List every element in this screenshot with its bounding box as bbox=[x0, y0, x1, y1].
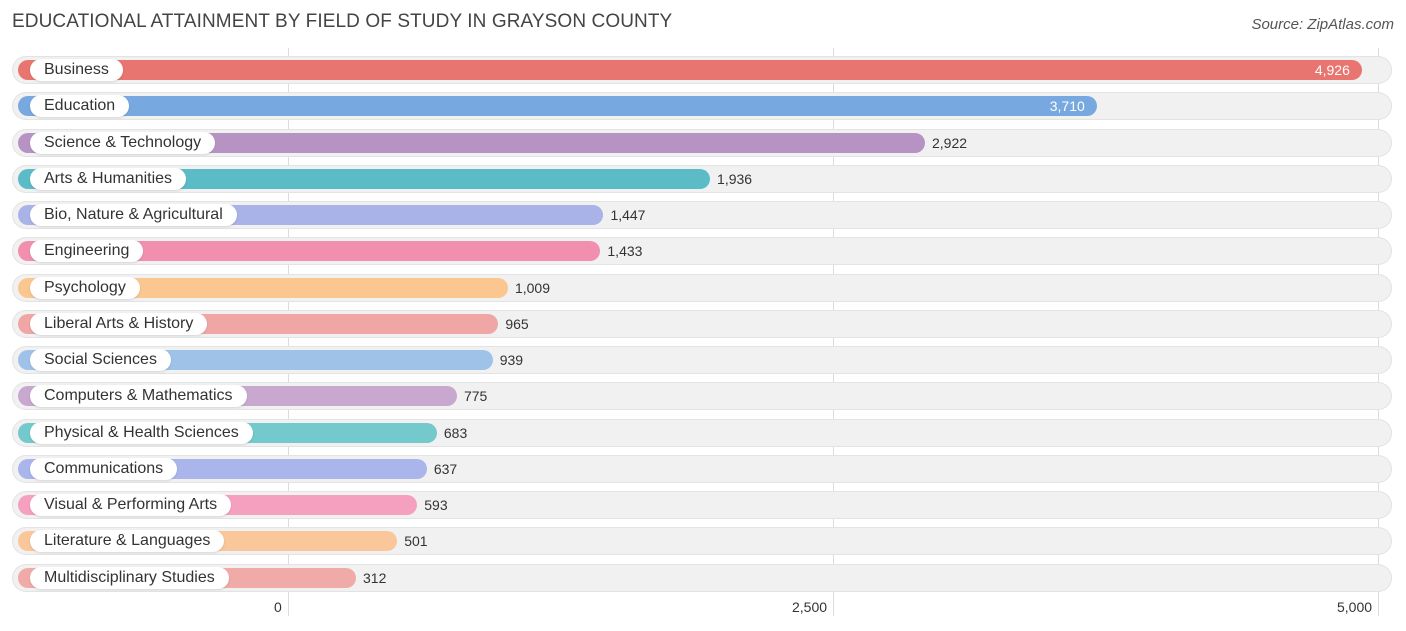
bar bbox=[18, 241, 601, 262]
bar bbox=[18, 60, 1362, 80]
source-label: Source: ZipAtlas.com bbox=[1251, 16, 1394, 33]
bar bbox=[18, 96, 1097, 117]
category-label: Computers & Mathematics bbox=[30, 385, 247, 408]
value-label: 1,936 bbox=[717, 170, 753, 187]
category-label: Engineering bbox=[30, 240, 144, 263]
category-label: Education bbox=[30, 95, 130, 118]
value-label: 775 bbox=[463, 388, 488, 405]
bar bbox=[18, 168, 711, 189]
value-label: 1,009 bbox=[514, 279, 550, 296]
value-label: 1,433 bbox=[607, 243, 643, 260]
x-tick-label: 0 bbox=[274, 599, 282, 615]
category-label: Arts & Humanities bbox=[30, 167, 187, 190]
category-label: Liberal Arts & History bbox=[30, 312, 208, 335]
chart-title: EDUCATIONAL ATTAINMENT BY FIELD OF STUDY… bbox=[12, 11, 673, 32]
value-label: 501 bbox=[404, 533, 428, 550]
value-label: 965 bbox=[505, 315, 529, 332]
category-label: Bio, Nature & Agricultural bbox=[30, 204, 237, 226]
category-label: Communications bbox=[30, 457, 178, 480]
value-label: 2,922 bbox=[931, 134, 968, 151]
category-label: Business bbox=[30, 59, 123, 81]
value-label: 939 bbox=[499, 352, 524, 368]
value-label: 593 bbox=[424, 497, 448, 513]
value-label: 312 bbox=[363, 569, 387, 586]
category-label: Physical & Health Sciences bbox=[30, 421, 253, 444]
category-label: Science & Technology bbox=[30, 131, 216, 154]
x-tick-label: 5,000 bbox=[1337, 599, 1373, 615]
category-label: Literature & Languages bbox=[30, 530, 225, 553]
category-label: Visual & Performing Arts bbox=[30, 494, 232, 516]
value-label: 4,926 bbox=[1314, 62, 1350, 78]
bar bbox=[18, 277, 508, 298]
value-label: 1,447 bbox=[610, 207, 646, 223]
value-label: 637 bbox=[433, 460, 458, 477]
category-label: Psychology bbox=[30, 276, 140, 299]
category-label: Social Sciences bbox=[30, 349, 171, 371]
x-tick-label: 2,500 bbox=[792, 599, 828, 615]
value-label: 683 bbox=[443, 424, 468, 441]
value-label: 3,710 bbox=[1049, 98, 1085, 115]
category-label: Multidisciplinary Studies bbox=[30, 566, 229, 589]
bar bbox=[18, 132, 925, 153]
